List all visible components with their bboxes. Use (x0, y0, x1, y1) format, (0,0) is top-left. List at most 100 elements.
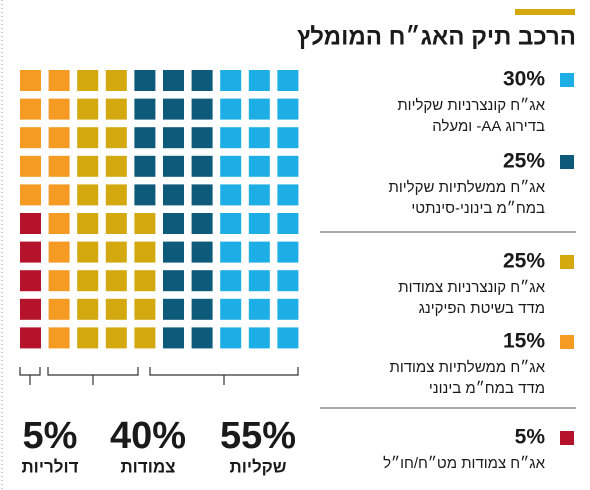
waffle-cell (163, 98, 184, 120)
waffle-cell (48, 298, 70, 320)
waffle-cell (105, 127, 127, 149)
waffle-cell (248, 155, 270, 177)
waffle-cell (20, 213, 41, 234)
waffle-cell (277, 184, 299, 206)
legend-label: אג״ח קונצרניות שקליות (397, 97, 545, 114)
waffle-cell (77, 270, 99, 292)
waffle-cell (191, 155, 213, 177)
legend-swatch (560, 73, 574, 87)
waffle-cell (134, 327, 156, 349)
waffle-cell (77, 241, 99, 263)
legend-label: אג״ח צמודות מט״ח/חו״ל (383, 455, 545, 472)
waffle-cell (248, 327, 270, 349)
waffle-cell (248, 213, 270, 234)
waffle-cell (163, 270, 184, 292)
legend-value: 30% (503, 68, 545, 91)
waffle-cell (105, 155, 127, 177)
waffle-cell (277, 213, 299, 234)
waffle-cell (277, 155, 299, 177)
waffle-cell (248, 184, 270, 206)
waffle-cell (163, 127, 184, 149)
waffle-cell (20, 327, 41, 349)
waffle-cell (163, 213, 184, 234)
waffle-cell (134, 155, 156, 177)
waffle-cell (191, 298, 213, 320)
legend-label: מדד בשיטת הפיקינג (419, 300, 545, 317)
waffle-cell (134, 70, 156, 91)
waffle-cell (191, 98, 213, 120)
waffle-cell (191, 213, 213, 234)
waffle-cell (77, 213, 99, 234)
waffle-cell (163, 241, 184, 263)
waffle-cell (134, 98, 156, 120)
legend-label: בדירוג AA- ומעלה (432, 118, 545, 135)
waffle-cell (277, 241, 299, 263)
waffle-cell (20, 98, 41, 120)
group-value: 5% (23, 415, 78, 457)
waffle-cell (163, 298, 184, 320)
legend-swatch (560, 255, 574, 269)
legend-swatch (560, 155, 574, 169)
legend-label: במח״מ בינוני-סינתטי (411, 200, 545, 217)
title-accent (515, 9, 575, 15)
waffle-cell (248, 98, 270, 120)
waffle-cell (277, 270, 299, 292)
waffle-cell (277, 98, 299, 120)
waffle-cell (220, 298, 242, 320)
waffle-cell (134, 127, 156, 149)
waffle-cell (248, 298, 270, 320)
waffle-cell (220, 70, 242, 91)
waffle-cell (277, 70, 299, 91)
waffle-cell (105, 70, 127, 91)
waffle-cell (220, 327, 242, 349)
waffle-cell (20, 155, 41, 177)
waffle-cell (220, 155, 242, 177)
group-label: צמודות (120, 457, 175, 476)
waffle-cell (48, 184, 70, 206)
waffle-cell (77, 127, 99, 149)
waffle-cell (191, 270, 213, 292)
legend-swatch (560, 335, 574, 349)
waffle-cell (77, 327, 99, 349)
waffle-cell (20, 298, 41, 320)
waffle-cell (105, 98, 127, 120)
waffle-cell (134, 270, 156, 292)
legend-value: 15% (503, 330, 545, 353)
waffle-cell (134, 241, 156, 263)
waffle-cell (77, 298, 99, 320)
chart-title: הרכב תיק האג״ח המומלץ (297, 23, 576, 50)
waffle-cell (20, 184, 41, 206)
waffle-cell (77, 98, 99, 120)
legend-label: אג״ח ממשלתיות שקליות (389, 179, 546, 196)
waffle-cell (191, 70, 213, 91)
waffle-cell (220, 127, 242, 149)
waffle-cell (191, 184, 213, 206)
waffle-cell (134, 184, 156, 206)
waffle-cell (163, 155, 184, 177)
legend-value: 25% (503, 250, 545, 273)
waffle-cell (248, 270, 270, 292)
waffle-cell (105, 270, 127, 292)
waffle-cell (48, 270, 70, 292)
waffle-cell (134, 298, 156, 320)
group-value: 40% (110, 415, 186, 457)
waffle-cell (105, 298, 127, 320)
waffle-cell (77, 70, 99, 91)
group-label: דולריות (21, 457, 78, 476)
waffle-cell (48, 327, 70, 349)
waffle-cell (248, 127, 270, 149)
group-value: 55% (220, 415, 296, 457)
waffle-cell (163, 70, 184, 91)
waffle-cell (220, 184, 242, 206)
waffle-cell (48, 213, 70, 234)
waffle-cell (48, 70, 70, 91)
waffle-cell (105, 184, 127, 206)
legend-label: מדד במח״מ בינוני (429, 380, 545, 397)
waffle-cell (248, 70, 270, 91)
waffle-cell (220, 241, 242, 263)
waffle-cell (220, 98, 242, 120)
waffle-cell (248, 241, 270, 263)
waffle-cell (191, 327, 213, 349)
waffle-cell (48, 98, 70, 120)
group-brackets (19, 367, 299, 385)
